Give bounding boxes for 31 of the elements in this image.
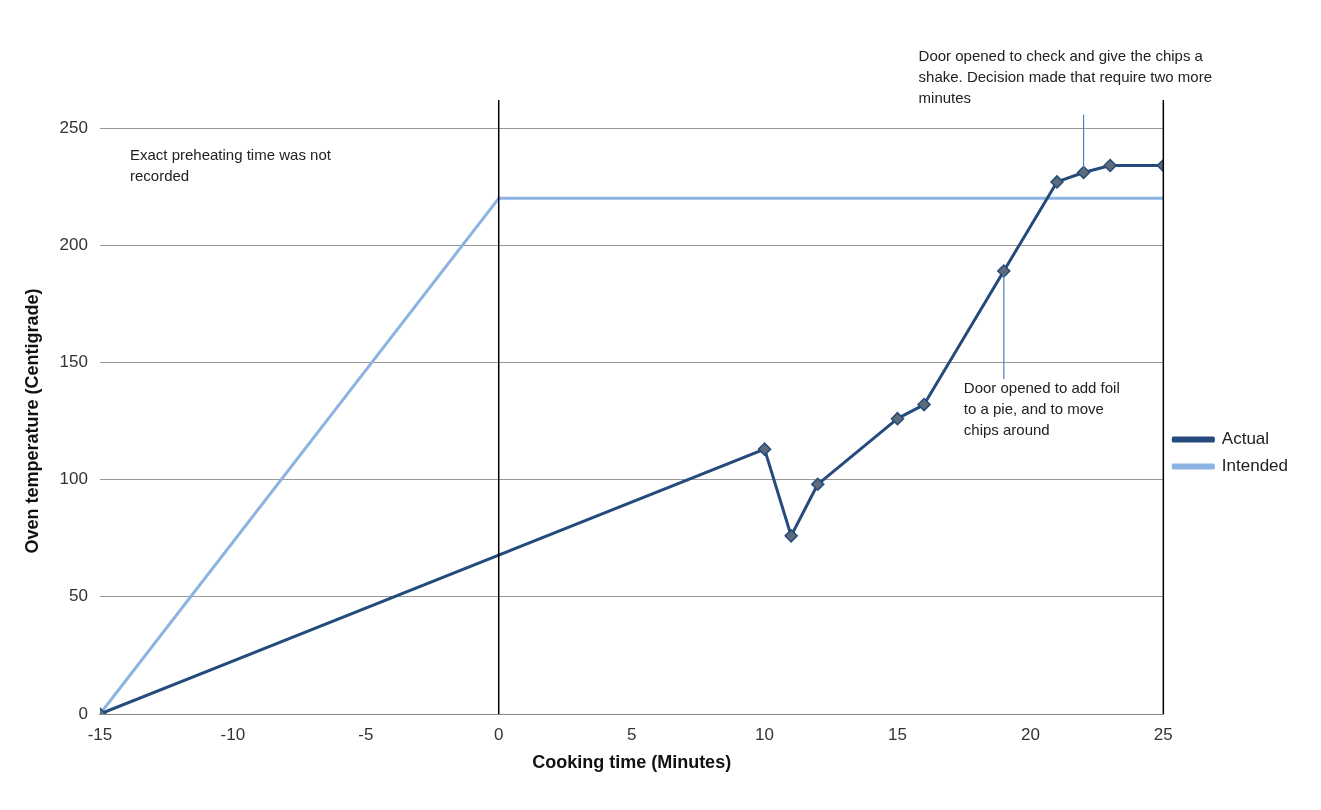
y-axis-title: Oven temperature (Centigrade): [21, 288, 42, 554]
point: [917, 397, 931, 412]
annotation: Exact preheating time was not recorded: [129, 145, 332, 184]
x-tick-label: -5: [358, 724, 374, 744]
x-tick-label: -15: [87, 724, 113, 744]
x-tick-label: 15: [888, 724, 907, 744]
legend-label: Intended: [1221, 456, 1289, 476]
point: [890, 411, 905, 426]
y-tick-label: 200: [59, 234, 88, 254]
x-tick-label: 0: [493, 724, 504, 744]
point: [1050, 175, 1064, 189]
annotation: Door opened to check and give the chips a shake. Decision made that require two more minutes: [918, 47, 1213, 107]
y-tick-label: 100: [59, 469, 88, 489]
legend-label: Actual: [1221, 429, 1270, 449]
y-tick-label: 0: [78, 703, 88, 723]
point: [757, 442, 772, 456]
y-tick-label: 150: [59, 352, 88, 372]
point: [1076, 165, 1091, 180]
point: [810, 477, 825, 492]
x-tick-label: 5: [626, 724, 637, 744]
point: [1103, 158, 1117, 173]
annotation: Door opened to add foil to a pie, and to move chips around: [963, 378, 1120, 438]
x-axis-title: Cooking time (Minutes): [532, 752, 732, 773]
x-tick-label: 25: [1153, 724, 1173, 744]
x-tick-label: 10: [755, 724, 775, 744]
y-tick-label: 250: [59, 117, 88, 137]
x-tick-label: -10: [220, 724, 246, 744]
x-tick-label: 20: [1020, 724, 1040, 744]
point: [997, 264, 1011, 278]
y-tick-label: 50: [69, 586, 88, 606]
point: [784, 529, 798, 543]
